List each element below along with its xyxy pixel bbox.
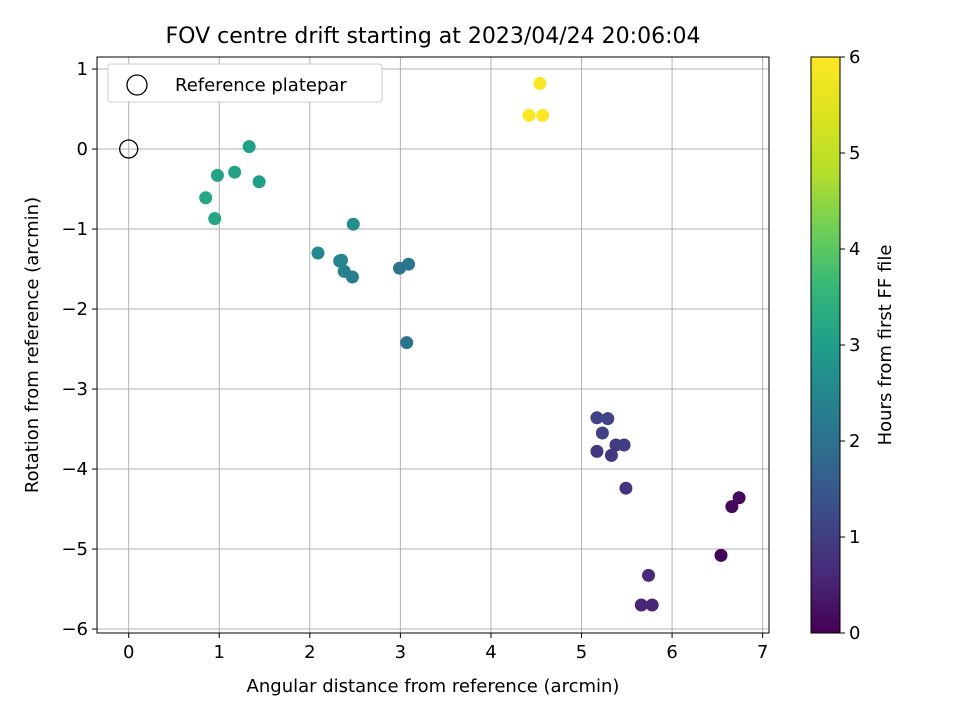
- y-tick-label: −5: [61, 539, 88, 560]
- data-point: [590, 411, 604, 425]
- legend: Reference platepar: [107, 63, 383, 103]
- data-point: [604, 448, 618, 462]
- data-point: [645, 598, 659, 612]
- legend-label: Reference platepar: [175, 75, 347, 96]
- data-point: [533, 76, 547, 90]
- colorbar-gradient: [810, 56, 841, 634]
- x-tick-label: 4: [485, 642, 496, 663]
- data-point: [595, 426, 609, 440]
- data-point: [619, 481, 633, 495]
- y-tick-label: −6: [61, 619, 88, 640]
- legend-box: [107, 63, 383, 103]
- data-point: [208, 212, 222, 226]
- y-tick-label: 0: [77, 139, 88, 160]
- reference-marker: [119, 139, 139, 159]
- y-tick-label: −4: [61, 459, 88, 480]
- x-tick-label: 6: [666, 642, 677, 663]
- legend-marker: [126, 74, 148, 96]
- data-point: [725, 500, 739, 514]
- x-tick-label: 1: [214, 642, 225, 663]
- chart-title: FOV centre drift starting at 2023/04/24 …: [166, 24, 701, 49]
- colorbar-tick-label: 1: [849, 527, 860, 548]
- data-point: [617, 438, 631, 452]
- data-point: [642, 568, 656, 582]
- y-tick-label: −2: [61, 299, 88, 320]
- plot-frame: [96, 56, 770, 634]
- colorbar-tick-label: 3: [849, 335, 860, 356]
- y-axis-label: Rotation from reference (arcmin): [22, 197, 43, 493]
- data-point: [590, 444, 604, 458]
- data-point: [242, 140, 256, 154]
- x-axis-label: Angular distance from reference (arcmin): [247, 676, 620, 697]
- data-point: [228, 165, 242, 179]
- colorbar-tick-label: 5: [849, 143, 860, 164]
- colorbar: 0 1 2 3 4 5 6 Hours from first FF file: [810, 47, 896, 644]
- colorbar-tick-label: 0: [849, 623, 860, 644]
- data-point: [210, 168, 224, 182]
- data-point: [536, 108, 550, 122]
- data-point: [199, 191, 213, 205]
- data-point: [400, 336, 414, 350]
- data-point: [252, 175, 266, 189]
- y-tick-label: −1: [61, 219, 88, 240]
- data-point: [337, 264, 351, 278]
- data-points: [199, 76, 746, 612]
- x-tick-label: 7: [757, 642, 768, 663]
- data-point: [634, 598, 648, 612]
- data-point: [732, 491, 746, 505]
- data-point: [601, 412, 615, 426]
- grid: [97, 57, 769, 633]
- data-point: [402, 257, 416, 271]
- y-tick-label: 1: [77, 59, 88, 80]
- y-ticks: 1 0 −1 −2 −3 −4 −5 −6: [61, 59, 97, 640]
- data-point: [522, 108, 536, 122]
- data-point: [311, 246, 325, 260]
- x-tick-label: 0: [123, 642, 134, 663]
- y-tick-label: −3: [61, 379, 88, 400]
- x-tick-label: 3: [395, 642, 406, 663]
- colorbar-tick-label: 4: [849, 239, 860, 260]
- data-point: [714, 548, 728, 562]
- x-ticks: 0 1 2 3 4 5 6 7: [123, 633, 768, 663]
- x-tick-label: 2: [304, 642, 315, 663]
- data-point: [335, 253, 349, 267]
- colorbar-tick-label: 2: [849, 431, 860, 452]
- colorbar-tick-label: 6: [849, 47, 860, 68]
- data-point: [346, 217, 360, 231]
- colorbar-label: Hours from first FF file: [875, 245, 896, 446]
- x-tick-label: 5: [576, 642, 587, 663]
- colorbar-ticks: 0 1 2 3 4 5 6: [840, 47, 860, 644]
